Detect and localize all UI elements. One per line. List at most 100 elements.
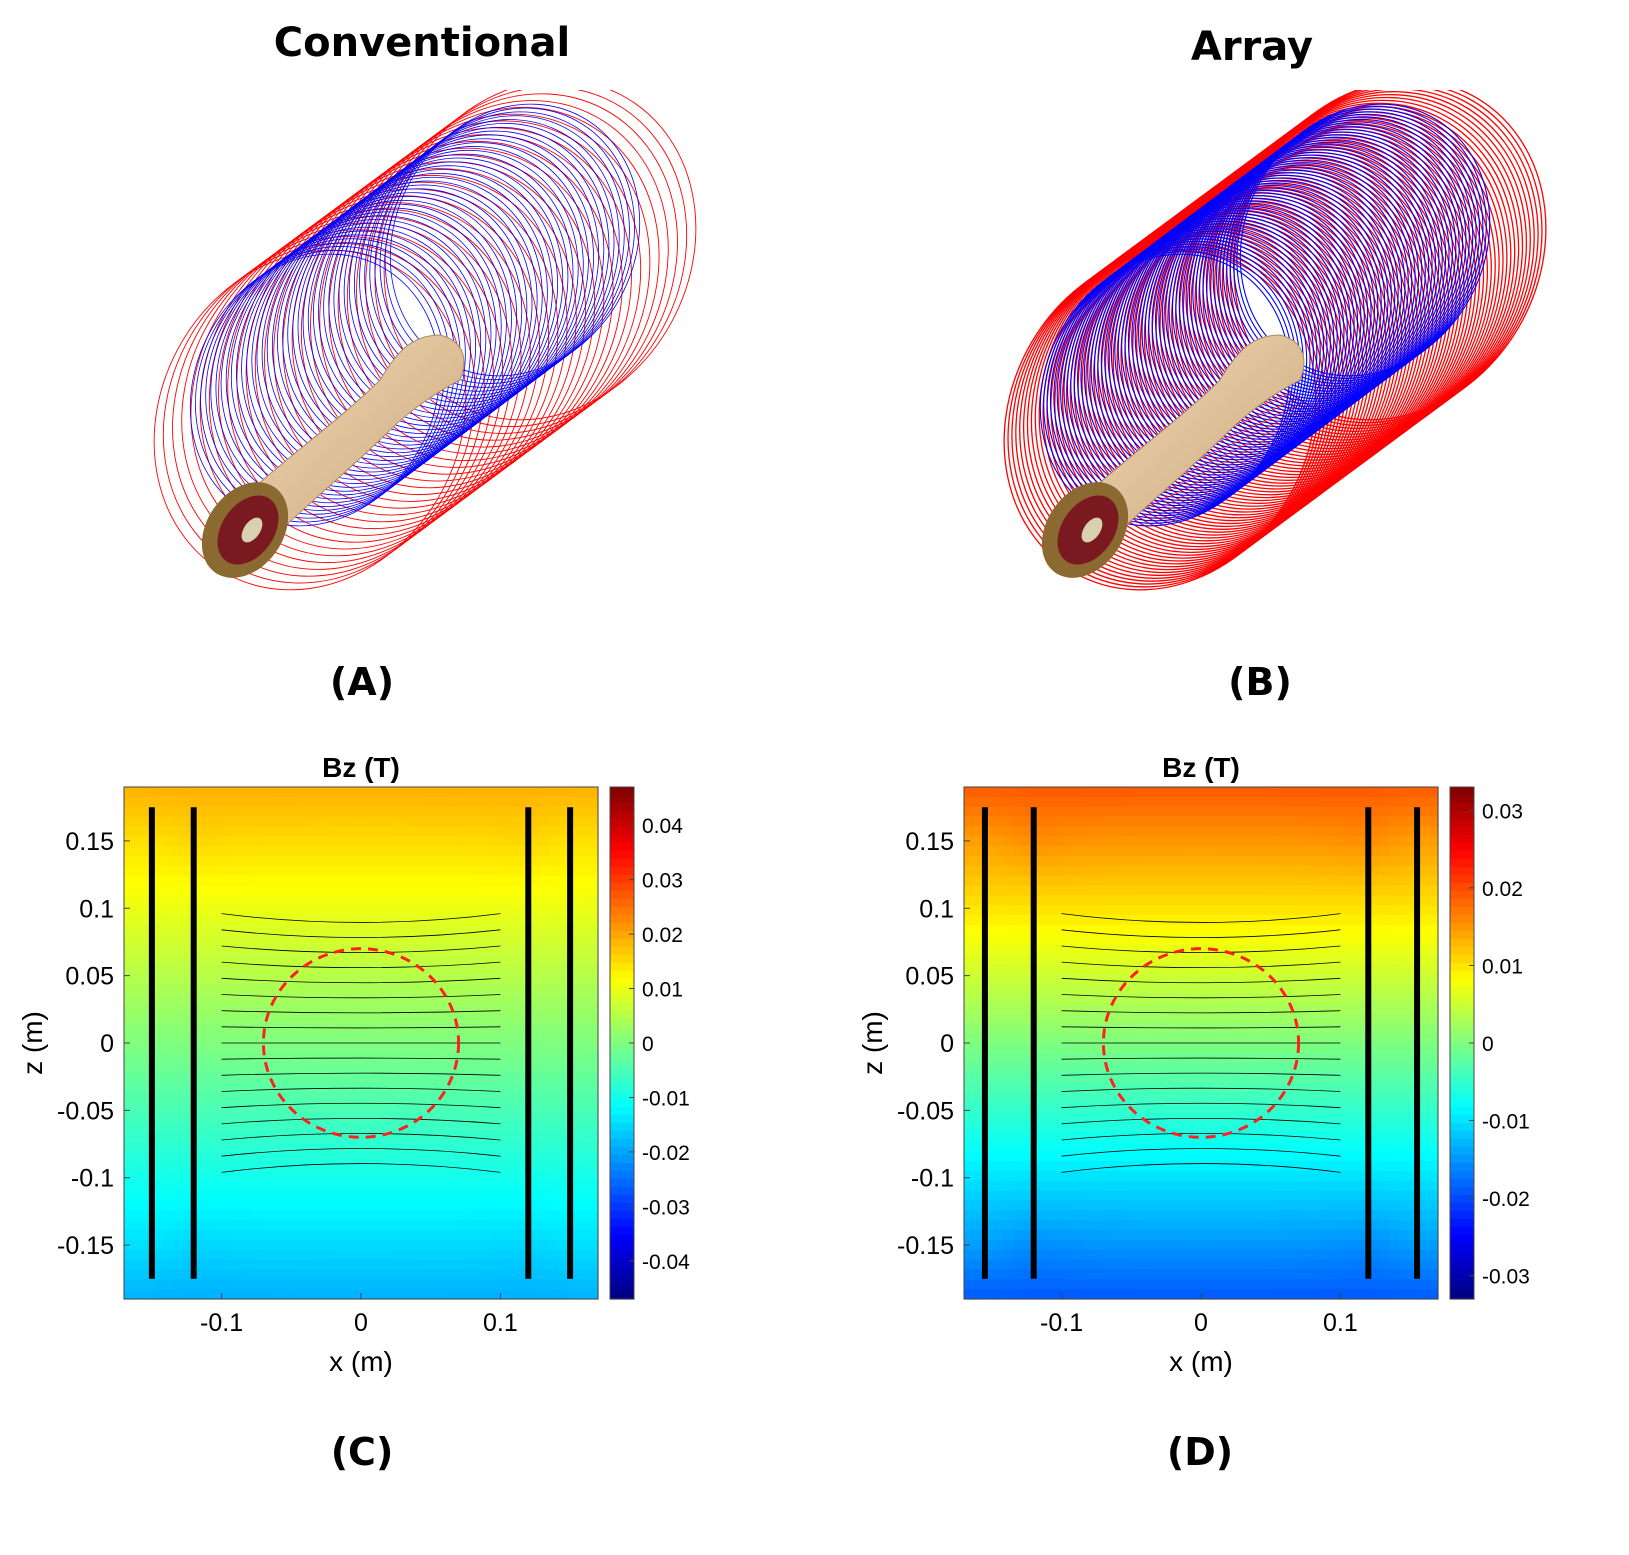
field-cell [183,1062,194,1074]
field-cell [528,1043,540,1054]
field-cell [1112,1111,1123,1123]
field-cell [449,1151,461,1162]
field-cell [212,954,224,965]
field-cell [1329,1141,1340,1152]
field-cell [1023,1082,1034,1093]
field-cell [1023,1210,1034,1221]
field-cell [1122,1013,1133,1024]
field-cell [479,1131,490,1143]
field-cell [1033,1043,1044,1054]
field-cell [973,954,985,965]
field-cell [1092,993,1103,1005]
field-cell [1092,885,1103,896]
field-cell [222,796,234,808]
field-cell [173,924,184,936]
field-cell [163,787,174,798]
field-cell [232,1062,244,1074]
field-cell [1141,1230,1153,1241]
colorbar-segment [610,851,634,860]
field-cell [1023,954,1034,965]
field-cell [479,1190,490,1202]
field-cell [193,895,204,906]
field-cell [1082,836,1093,847]
field-cell [1299,1052,1311,1064]
field-cell [479,944,490,955]
field-cell [558,964,569,975]
field-cell [1339,1200,1350,1211]
field-cell [1112,826,1123,837]
field-cell [361,1161,372,1172]
field-cell [1023,1259,1034,1271]
field-cell [588,1131,599,1143]
field-cell [1250,993,1261,1005]
field-cell [420,846,431,857]
field-cell [262,1043,273,1054]
field-cell [1013,885,1024,896]
field-cell [1131,1013,1143,1024]
field-cell [341,1239,352,1251]
field-cell [1289,885,1301,896]
field-cell [133,1279,145,1290]
field-cell [193,855,204,867]
field-cell [124,1092,135,1103]
field-cell [1092,934,1103,946]
field-cell [212,1013,224,1024]
colorbar-segment [610,1043,634,1052]
field-cell [331,983,342,995]
field-cell [449,895,461,906]
field-cell [449,826,461,837]
field-cell [361,934,372,946]
field-cell [1270,905,1281,916]
field-cell [1043,1239,1054,1251]
field-cell [1339,895,1350,906]
field-cell [1349,895,1360,906]
field-cell [479,787,490,798]
field-cell [232,796,244,808]
field-cell [983,1210,995,1221]
field-cell [1062,865,1074,877]
field-cell [1368,846,1380,857]
field-cell [282,1180,293,1192]
field-cell [282,1210,293,1221]
field-cell [311,1102,323,1113]
field-cell [588,983,599,995]
field-cell [1082,983,1093,995]
field-cell [1062,1023,1074,1034]
field-cell [1260,1062,1271,1074]
field-cell [331,1151,342,1162]
field-cell [993,1249,1005,1261]
field-cell [1319,1161,1330,1172]
field-cell [183,1289,194,1300]
field-cell [400,865,411,877]
field-cell [993,924,1005,936]
field-cell [449,816,461,827]
field-cell [420,826,431,837]
field-cell [242,1230,253,1241]
colorbar-tick-label: 0.03 [642,870,683,893]
field-cell [1280,1003,1291,1015]
contour-line [221,1163,501,1173]
field-cell [1250,1289,1261,1300]
field-cell [1181,1072,1192,1083]
field-cell [183,826,194,837]
field-cell [331,1111,342,1123]
field-cell [351,1220,362,1231]
field-cell [321,1161,332,1172]
field-cell [1082,1102,1093,1113]
field-cell [993,1151,1005,1162]
field-cell [449,1269,461,1280]
field-cell [440,1279,451,1290]
field-cell [973,1151,985,1162]
field-cell [538,1013,550,1024]
field-cell [212,1279,224,1290]
field-cell [558,787,569,798]
field-cell [519,1102,530,1113]
field-cell [578,915,589,926]
field-cell [1220,1072,1232,1083]
colorbar-tick-label: -0.02 [642,1142,690,1165]
field-cell [1339,826,1350,837]
field-cell [973,1003,985,1015]
field-cell [1033,1052,1044,1064]
field-cell [1280,974,1291,985]
field-cell [1201,1072,1212,1083]
